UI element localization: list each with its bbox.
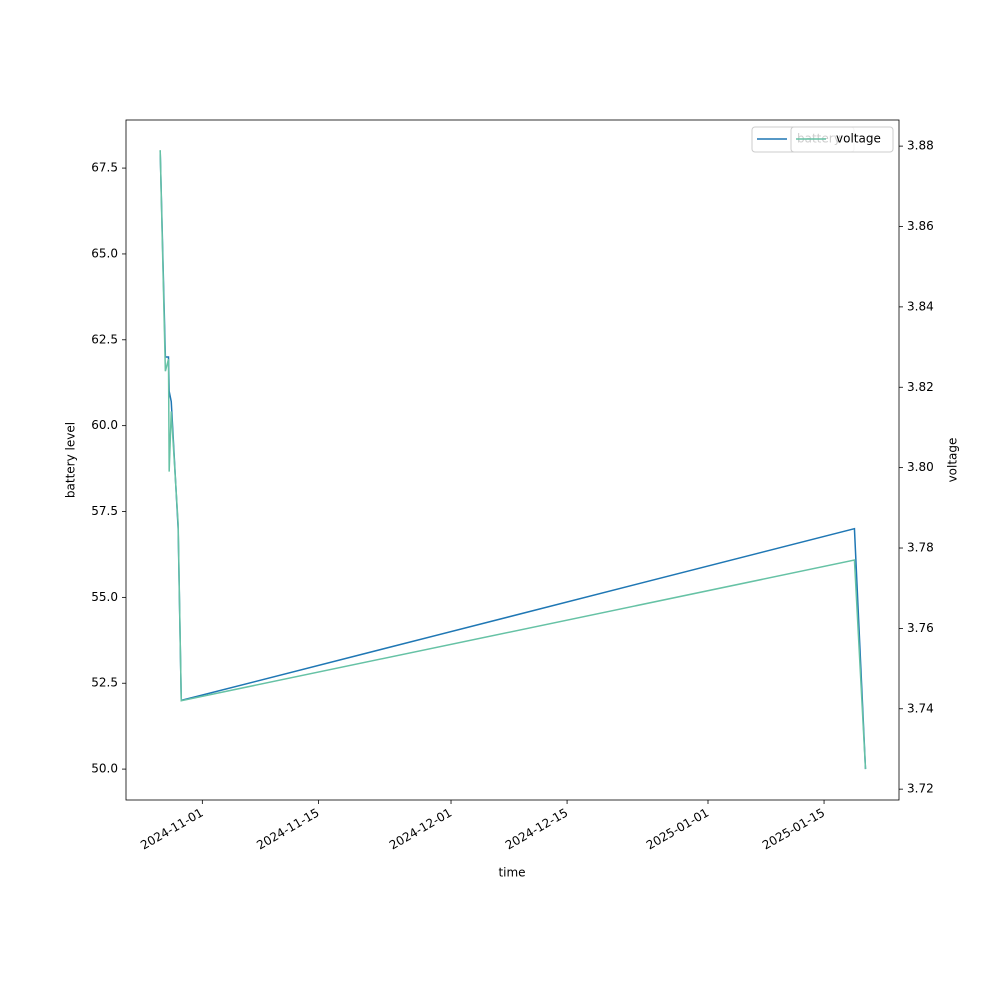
y2-tick-label: 3.72 bbox=[907, 782, 934, 796]
y-tick-label: 50.0 bbox=[91, 762, 118, 776]
y2-tick-label: 3.78 bbox=[907, 541, 934, 555]
series-line bbox=[159, 150, 867, 770]
y-tick-label: 55.0 bbox=[91, 590, 118, 604]
x-tick-label: 2025-01-15 bbox=[760, 806, 827, 853]
y2-tick-label: 3.88 bbox=[907, 139, 934, 153]
legend-label: voltage bbox=[836, 132, 881, 146]
y-tick-label: 65.0 bbox=[91, 246, 118, 260]
y2-tick-label: 3.74 bbox=[907, 701, 934, 715]
x-tick-label: 2024-12-15 bbox=[503, 806, 570, 853]
y2-tick-label: 3.84 bbox=[907, 299, 934, 313]
y2-axis-label: voltage bbox=[946, 438, 960, 483]
y-axis-label: battery level bbox=[64, 422, 78, 498]
y-tick-label: 67.5 bbox=[91, 161, 118, 175]
x-tick-label: 2025-01-01 bbox=[644, 806, 711, 853]
series-line bbox=[159, 150, 867, 770]
plot-frame bbox=[125, 119, 900, 801]
y-tick-label: 57.5 bbox=[91, 504, 118, 518]
y-tick-label: 52.5 bbox=[91, 676, 118, 690]
y2-tick-label: 3.80 bbox=[907, 460, 934, 474]
x-tick-label: 2024-12-01 bbox=[387, 806, 454, 853]
y2-tick-label: 3.76 bbox=[907, 621, 934, 635]
legend-box bbox=[790, 126, 894, 153]
y-tick-label: 62.5 bbox=[91, 332, 118, 346]
y-tick-label: 60.0 bbox=[91, 418, 118, 432]
x-tick-label: 2024-11-01 bbox=[138, 806, 205, 853]
x-axis-label: time bbox=[498, 866, 525, 880]
y2-tick-label: 3.86 bbox=[907, 219, 934, 233]
y2-tick-label: 3.82 bbox=[907, 380, 934, 394]
x-tick-label: 2024-11-15 bbox=[254, 806, 321, 853]
